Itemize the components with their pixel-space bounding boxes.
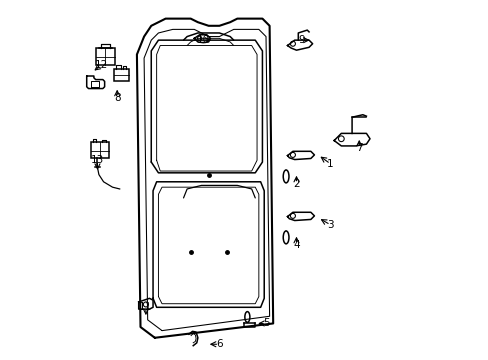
Text: 5: 5 [262,319,269,328]
Text: 8: 8 [114,93,120,103]
FancyBboxPatch shape [96,48,115,65]
Text: 2: 2 [293,179,299,189]
Text: 9: 9 [298,35,305,45]
Bar [113,69,128,81]
Text: 13: 13 [91,155,104,165]
Bar [91,142,109,158]
Text: 7: 7 [355,143,362,153]
Text: 10: 10 [196,35,209,45]
Text: 3: 3 [326,220,333,230]
Text: 4: 4 [293,239,299,249]
Text: 11: 11 [139,302,152,312]
Text: 12: 12 [94,60,107,70]
Text: 6: 6 [216,339,222,349]
Text: 1: 1 [326,159,333,169]
